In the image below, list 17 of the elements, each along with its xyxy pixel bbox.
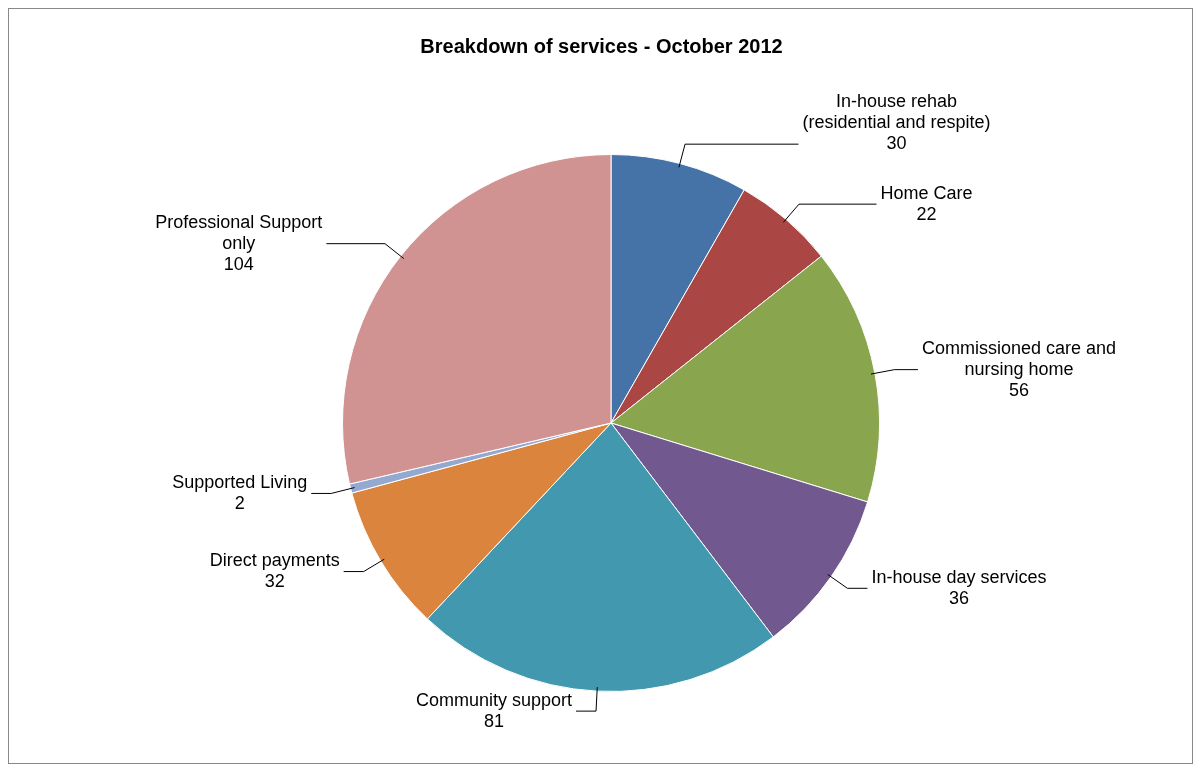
- data-label: 30: [886, 132, 907, 153]
- slice-label: Supported Living: [172, 471, 308, 492]
- data-label: 2: [234, 492, 245, 513]
- slice-label: Direct payments: [209, 550, 340, 571]
- chart-title: Breakdown of services - October 2012: [420, 34, 783, 57]
- slice-label: Professional Support only: [155, 211, 323, 253]
- data-label: 81: [483, 710, 505, 731]
- slice-label: In-house day services: [871, 566, 1047, 587]
- data-label: 36: [948, 587, 969, 608]
- data-label: 32: [264, 571, 285, 592]
- slice-label: In-house rehab (residential and respite): [802, 90, 991, 132]
- slice-label: Community support: [415, 689, 573, 710]
- data-label: 104: [223, 253, 254, 274]
- data-label: 22: [916, 203, 937, 224]
- slice-label: Commissioned care and nursing home: [921, 337, 1117, 379]
- slice-label: Home Care: [880, 182, 973, 203]
- data-label: 56: [1008, 379, 1029, 400]
